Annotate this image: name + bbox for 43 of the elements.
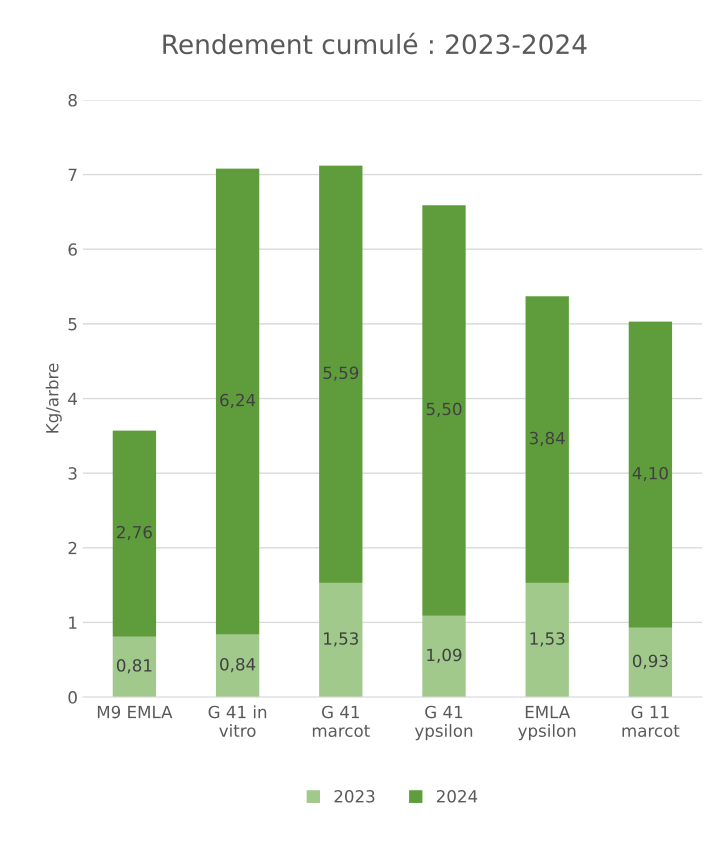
data-label: 3,84 xyxy=(530,432,565,446)
bar xyxy=(216,634,260,698)
data-label: 4,10 xyxy=(632,466,668,482)
data-label: 1,09 xyxy=(427,648,462,663)
y-tick-label: 4 xyxy=(68,392,78,405)
y-tick-label: 5 xyxy=(68,318,76,330)
y-tick-label: 3 xyxy=(68,467,77,480)
bar xyxy=(628,322,672,628)
x-tick-label: EMLA ypsilon xyxy=(518,706,576,740)
y-tick-label: 6 xyxy=(68,243,77,256)
bar xyxy=(422,616,466,698)
data-label: 0,81 xyxy=(116,659,152,674)
data-label: 0,93 xyxy=(632,654,668,669)
bar xyxy=(319,582,362,698)
bar xyxy=(526,296,569,583)
data-label: 1,53 xyxy=(530,632,564,647)
x-tick-label: G 41 marcot xyxy=(312,706,370,737)
x-tick-label: G 11 marcot xyxy=(622,706,680,737)
y-tick-label: 2 xyxy=(68,542,76,554)
bar xyxy=(319,166,362,583)
y-axis-title: Kg/arbre xyxy=(46,364,62,433)
data-label: 1,53 xyxy=(324,632,358,647)
legend-label: 2023 xyxy=(334,790,374,803)
legend-label: 2024 xyxy=(436,790,478,803)
y-tick-label: 1 xyxy=(69,616,76,629)
data-label: 0,84 xyxy=(220,658,256,672)
bar xyxy=(112,636,156,698)
x-tick-label: M9 EMLA xyxy=(98,706,172,718)
y-tick-label: 7 xyxy=(68,168,77,181)
bar xyxy=(216,168,260,634)
bar xyxy=(526,582,569,698)
y-tick-label: 8 xyxy=(68,94,77,107)
x-tick-label: G 41 ypsilon xyxy=(414,706,472,740)
data-label: 5,59 xyxy=(324,366,358,381)
bar xyxy=(628,628,672,698)
bar xyxy=(422,205,466,616)
y-tick-label: 0 xyxy=(68,691,77,704)
chart-title: Rendement cumulé : 2023-2024 xyxy=(163,32,587,54)
x-tick-label: G 41 in vitro xyxy=(208,705,266,737)
bar xyxy=(112,430,156,637)
data-label: 2,76 xyxy=(117,526,152,540)
data-label: 5,50 xyxy=(426,402,462,417)
data-label: 6,24 xyxy=(220,394,256,408)
